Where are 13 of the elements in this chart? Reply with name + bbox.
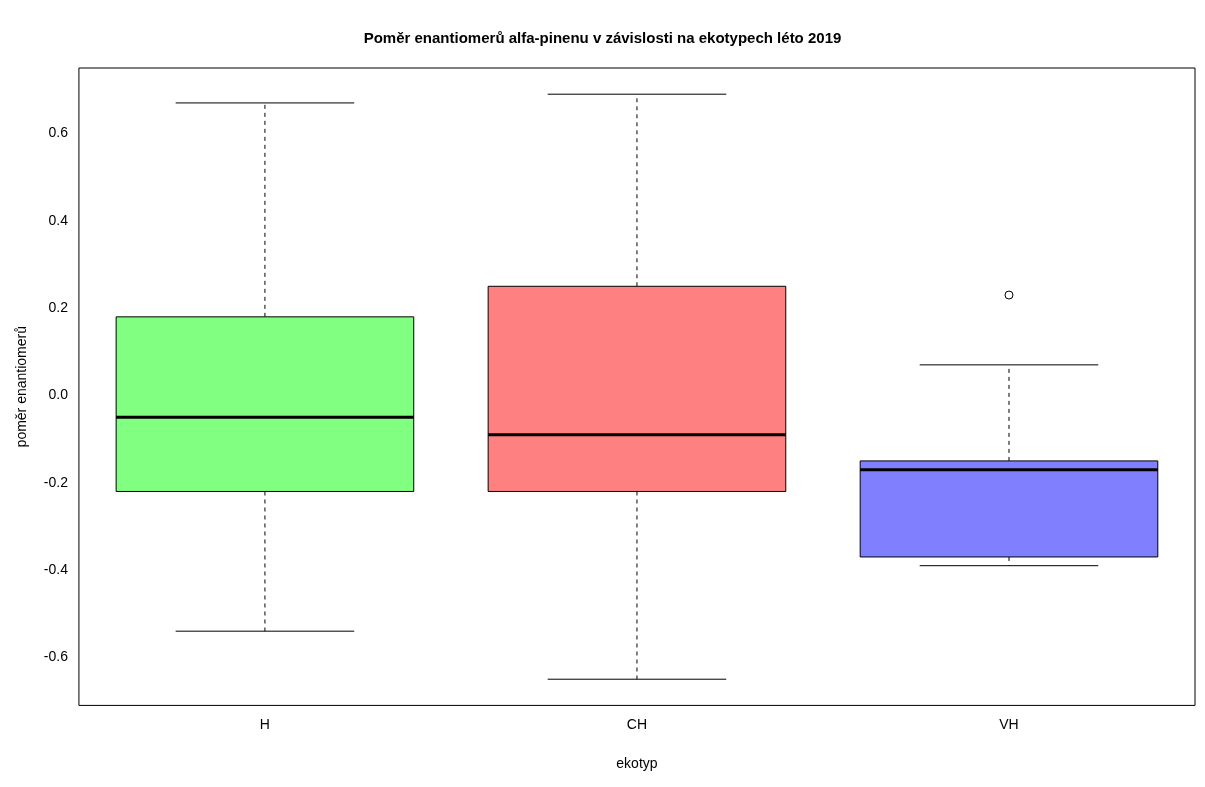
y-tick-label: -0.6 [43, 648, 69, 665]
y-tick-label: -0.2 [43, 473, 69, 490]
y-tick-label: -0.4 [43, 560, 69, 577]
y-tick-label: 0.0 [48, 386, 69, 403]
y-axis-title: poměr enantiomerů [13, 326, 30, 448]
x-tick-label: VH [999, 715, 1019, 732]
y-tick-label: 0.2 [48, 298, 69, 315]
x-tick-label: H [259, 715, 270, 732]
y-tick-label: 0.4 [48, 211, 69, 228]
x-axis-title: ekotyp [616, 755, 658, 772]
x-tick-label: CH [626, 715, 648, 732]
chart-title: Poměr enantiomerů alfa-pinenu v závislosti na ekotypech léto 2019 [363, 29, 842, 47]
y-tick-label: 0.6 [48, 124, 69, 141]
